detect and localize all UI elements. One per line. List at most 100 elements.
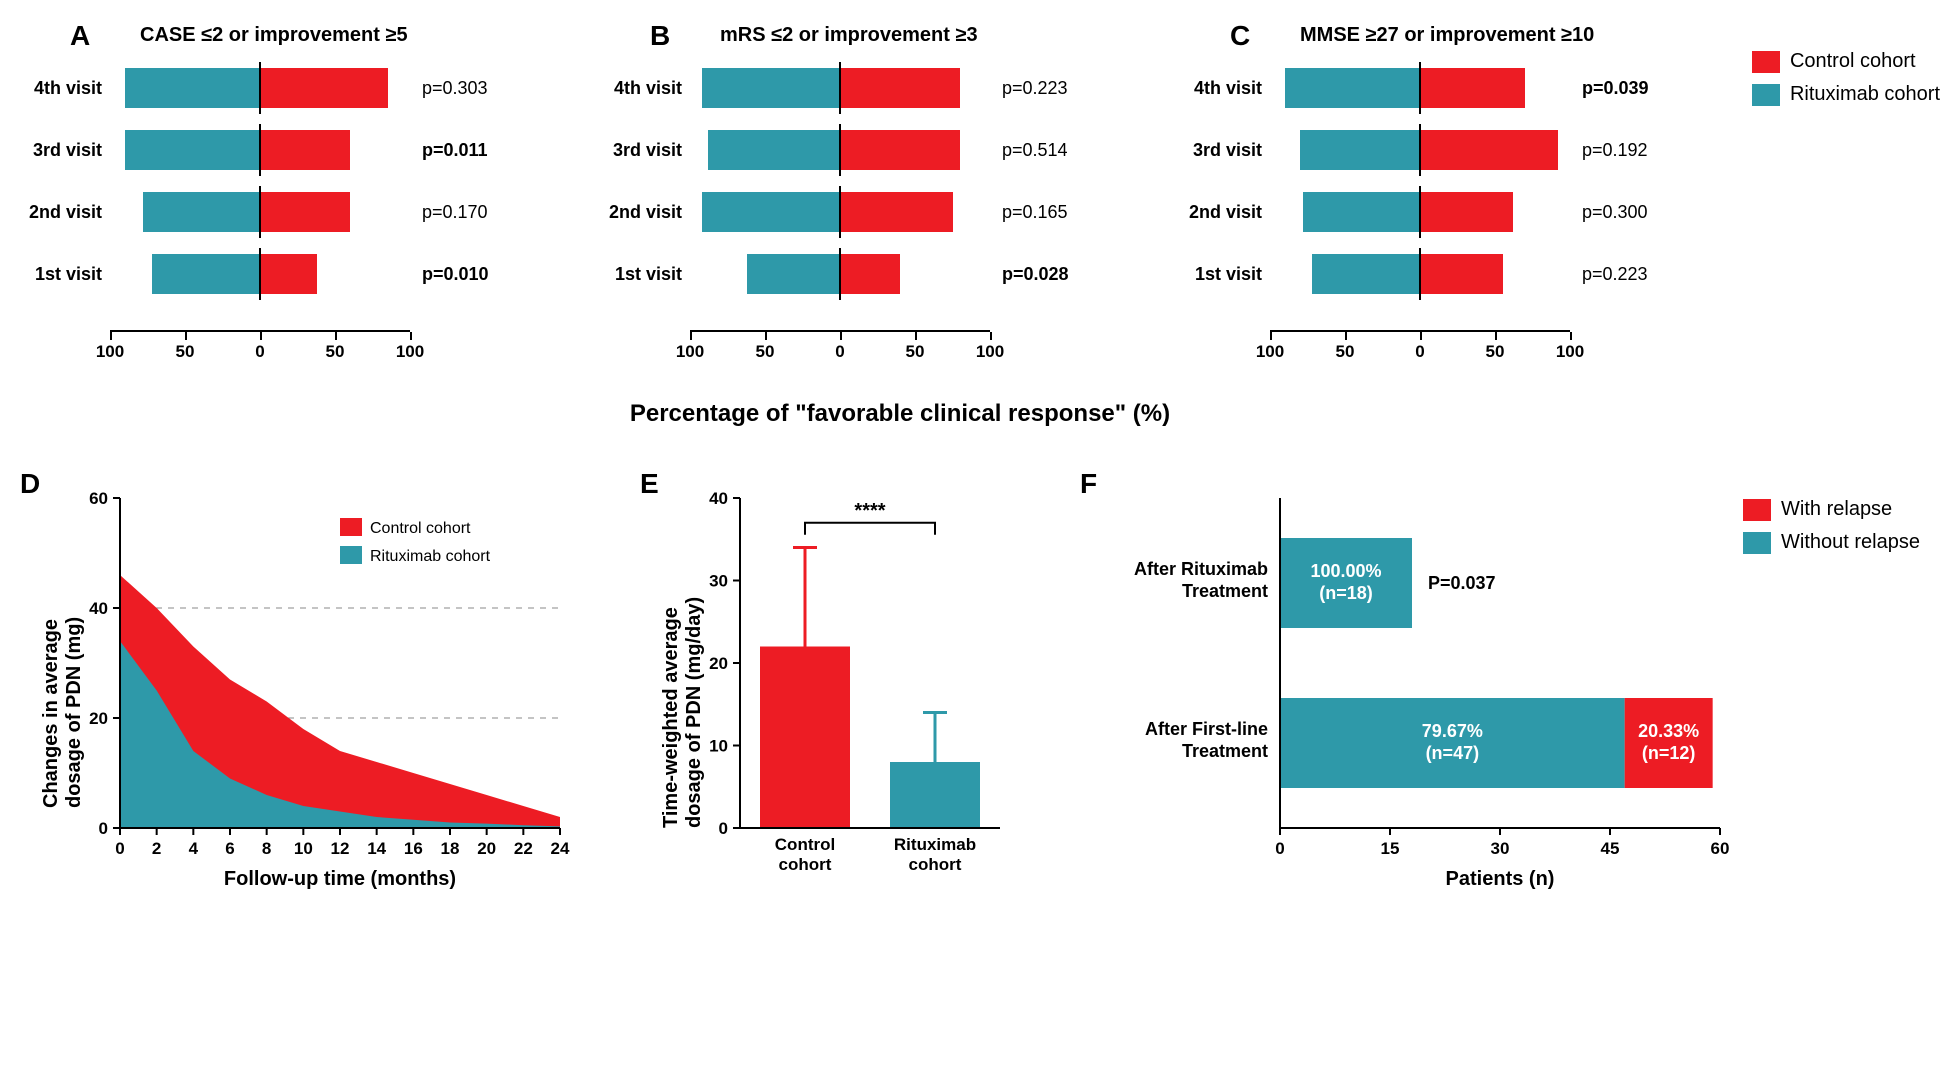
x-tick-label: 30 [1491,839,1510,858]
x-tick [185,332,187,340]
zero-line [839,62,841,114]
x-axis-label: Follow-up time (months) [120,868,560,891]
zero-line [259,186,261,238]
bar-zone [1270,68,1570,108]
significance-label: **** [854,500,885,522]
zero-line [259,62,261,114]
bar-rituximab [747,254,840,294]
x-tick-label: 12 [331,839,350,858]
x-tick [915,332,917,340]
inner-legend: Control cohortRituximab cohort [340,518,491,565]
p-value: p=0.039 [1570,78,1670,99]
panel-letter: C [1230,20,1250,52]
bar-zone [110,192,410,232]
p-value: p=0.223 [990,78,1090,99]
legend-swatch-rituximab [1752,84,1780,106]
bar-zone [690,130,990,170]
panel-e: EControlcohortRituximabcohort010203040**… [640,468,1020,908]
panel-letter: F [1080,468,1097,500]
bar-rituximab [1300,130,1420,170]
legend-label: Control cohort [370,520,471,537]
y-tick-label: 0 [99,819,108,838]
panel-title: mRS ≤2 or improvement ≥3 [720,24,978,47]
y-category-label: 1st visit [20,264,110,285]
x-axis-label: Patients (n) [1280,868,1720,891]
x-tick-label: 50 [1486,342,1505,362]
y-category-label: 1st visit [600,264,690,285]
bar-value-text: 100.00% [1310,561,1381,581]
x-tick [260,332,262,340]
p-value: p=0.303 [410,78,510,99]
p-value: p=0.192 [1570,140,1670,161]
x-tick [1495,332,1497,340]
x-tick [410,332,412,340]
bar-control [840,254,900,294]
x-tick-label: 45 [1601,839,1620,858]
panel-a: ACASE ≤2 or improvement ≥54th visitp=0.3… [20,20,560,400]
x-tick-label: 0 [115,839,124,858]
x-tick-label: 0 [835,342,844,362]
y-category-label: 2nd visit [1180,202,1270,223]
x-axis: 10050050100 [690,330,990,360]
panel-letter: E [640,468,659,500]
zero-line [259,248,261,300]
data-row: 3rd visit p=0.192 [1180,122,1680,178]
x-tick-label: 50 [326,342,345,362]
bottom-row: D0246810121416182022240204060Control coh… [20,468,1940,908]
bar-zone [110,254,410,294]
y-category-label: 2nd visit [20,202,110,223]
data-row: 1st visitp=0.223 [1180,246,1680,302]
bar [890,762,980,828]
x-tick [1570,332,1572,340]
panel-letter: B [650,20,670,52]
top-row: ACASE ≤2 or improvement ≥54th visitp=0.3… [20,20,1940,400]
data-row: 4th visit p=0.223 [600,60,1100,116]
bar-value-text: (n=12) [1642,743,1696,763]
x-tick-label: 50 [176,342,195,362]
panel-d: D0246810121416182022240204060Control coh… [20,468,580,908]
y-tick-label: 40 [89,599,108,618]
legend-label-control: Control cohort [1790,50,1916,73]
y-category-label: 4th visit [20,78,110,99]
bar-rituximab [1303,192,1420,232]
x-tick-label: 0 [255,342,264,362]
bar-label: Control [775,835,835,854]
panel-c: CMMSE ≥27 or improvement ≥104th visitp=0… [1180,20,1720,400]
legend: With relapseWithout relapse [1743,498,1920,564]
zero-line [839,186,841,238]
bar-rituximab [152,254,260,294]
legend-swatch [1743,532,1771,554]
row-label: After First-line [1145,719,1268,739]
x-tick-label: 14 [367,839,386,858]
legend-swatch [340,546,362,564]
x-tick-label: 0 [1275,839,1284,858]
p-value: p=0.165 [990,202,1090,223]
panel-title: MMSE ≥27 or improvement ≥10 [1300,24,1594,47]
y-category-label: 3rd visit [1180,140,1270,161]
panel-f: FAfter RituximabTreatment100.00%(n=18)Af… [1080,468,1920,908]
y-tick-label: 20 [709,654,728,673]
bar-control [1420,254,1503,294]
x-tick-label: 100 [396,342,424,362]
x-tick [990,332,992,340]
bar-zone [110,68,410,108]
area-chart: 0246810121416182022240204060Control coho… [20,468,580,908]
y-category-label: 2nd visit [600,202,690,223]
x-tick-label: 8 [262,839,271,858]
bar-zone [1270,254,1570,294]
diverge-chart: 4th visitp=0.0393rd visitp=0.1922nd visi… [1180,60,1680,340]
x-tick [1270,332,1272,340]
x-tick-label: 15 [1381,839,1400,858]
bar-zone [690,192,990,232]
x-tick-label: 20 [477,839,496,858]
data-row: 2nd visitp=0.300 [1180,184,1680,240]
bar-control [1420,68,1525,108]
x-tick [1345,332,1347,340]
legend-label: With relapse [1781,498,1892,521]
x-tick-label: 24 [551,839,570,858]
row-label: After Rituximab [1134,559,1268,579]
y-category-label: 4th visit [600,78,690,99]
bar-control [260,254,317,294]
data-row: 4th visit p=0.303 [20,60,520,116]
x-tick [765,332,767,340]
